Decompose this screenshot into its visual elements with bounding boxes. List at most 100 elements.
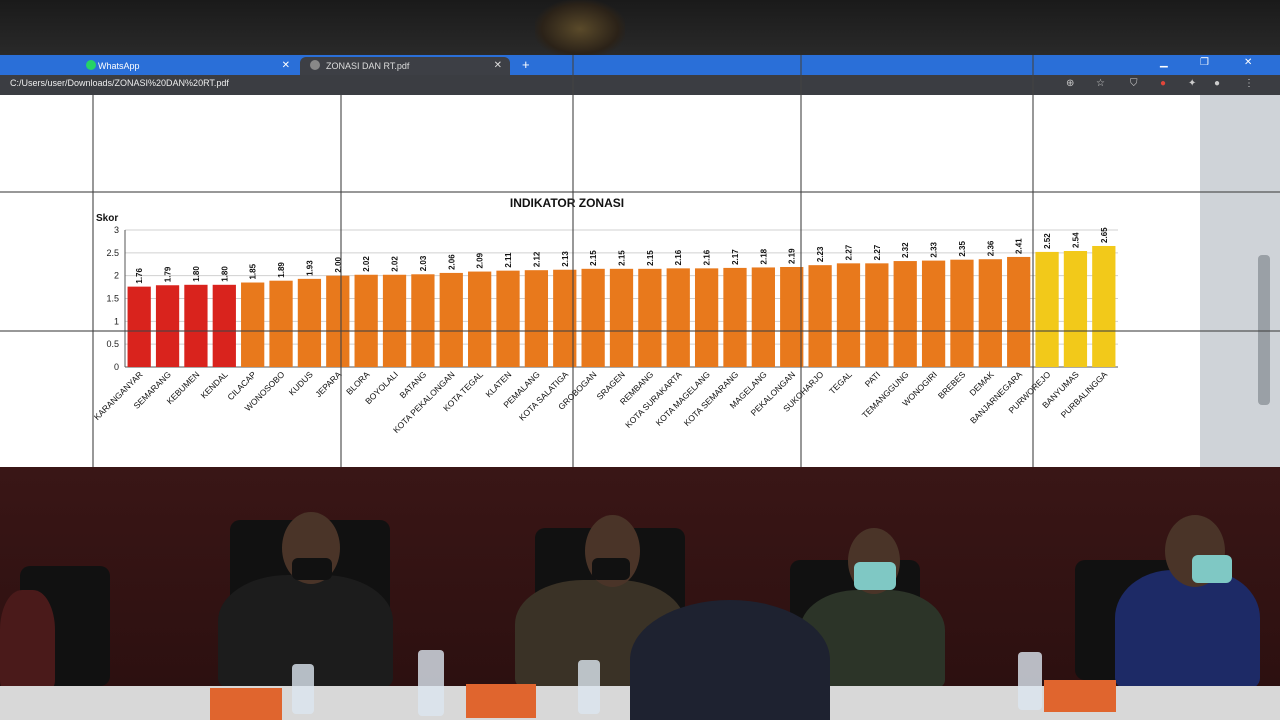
bar-chart: INDIKATOR ZONASI Skor 0 0.5 1 1.5 2 2.5 3 1.76 KAR… [92,196,1118,435]
data-label: 2.32 [901,242,910,258]
data-label: 2.00 [334,257,343,273]
data-label: 1.93 [305,260,314,276]
close-icon[interactable]: ✕ [493,60,502,71]
data-label: 2.02 [391,256,400,272]
x-tick-label: TEGAL [827,369,854,396]
extension-icon[interactable]: ● [1160,78,1167,89]
bar [411,274,435,367]
data-label: 2.52 [1043,233,1052,249]
data-label: 1.89 [277,262,286,278]
bar [1035,251,1059,367]
data-label: 2.15 [618,250,627,266]
water-glass [578,660,600,714]
panel-seam [92,95,94,467]
x-tick-label: KARANGANYAR [92,369,145,422]
bar [155,285,180,367]
whatsapp-tab-label: WhatsApp [98,61,140,71]
x-tick-label: KUDUS [287,369,315,397]
bar [808,265,832,367]
panel-seam [0,191,1280,193]
bar [1063,251,1088,367]
x-tick-label: PATI [863,369,883,389]
url-field[interactable]: C:/Users/user/Downloads/ZONASI%20DAN%20R… [10,78,229,88]
menu-icon[interactable]: ⋮ [1244,78,1254,89]
bar [241,282,265,367]
data-label: 2.11 [504,252,513,268]
bar [921,260,946,367]
data-label: 1.79 [164,266,173,282]
data-label: 2.27 [873,244,882,260]
bar [751,267,775,367]
person [0,590,55,690]
video-wall-screen: WhatsApp ✕ ZONASI DAN RT.pdf ✕ + ▁ ❐ ✕ C… [0,55,1280,467]
data-label: 2.17 [731,249,740,265]
bar [553,269,577,367]
bar [184,284,208,367]
puzzle-icon[interactable]: ✦ [1188,78,1197,89]
address-bar: C:/Users/user/Downloads/ZONASI%20DAN%20R… [0,75,1280,95]
zoom-icon[interactable]: ⊕ [1066,78,1075,89]
bar [297,278,322,367]
new-tab-button[interactable]: + [522,57,530,72]
face-mask [592,558,630,580]
y-tick-label: 3 [114,225,119,235]
bar [326,275,350,367]
face-mask [292,558,332,580]
minimize-icon[interactable]: ▁ [1160,57,1168,68]
bar [269,280,293,367]
data-label: 2.06 [447,254,456,270]
water-glass [1018,652,1042,710]
bar [978,259,1002,367]
water-glass [292,664,314,714]
data-label: 2.13 [561,251,570,267]
y-tick-label: 1 [114,316,119,326]
data-label: 1.85 [249,263,258,279]
data-label: 2.09 [476,252,485,268]
tab-whatsapp[interactable]: WhatsApp ✕ [58,57,298,75]
star-icon[interactable]: ☆ [1096,78,1105,89]
tissue-box [466,684,536,718]
close-icon[interactable]: ✕ [281,60,290,71]
data-label: 1.80 [192,266,201,282]
bar [694,268,719,367]
tab-pdf[interactable]: ZONASI DAN RT.pdf ✕ [300,57,510,75]
bar [609,268,634,367]
bar [382,274,407,367]
bar [581,268,605,367]
data-label: 2.19 [788,248,797,264]
whatsapp-icon [86,60,96,70]
y-tick-label: 2 [114,271,119,281]
y-axis-label: Skor [96,213,118,224]
panel-seam [572,55,574,467]
data-label: 1.80 [220,266,229,282]
tissue-box [210,688,282,720]
bar [780,266,804,367]
x-tick-label: JEPARA [313,369,343,399]
y-tick-label: 2.5 [106,248,119,258]
bar [439,272,463,367]
face-mask [854,562,896,590]
data-label: 2.18 [759,248,768,264]
bar [468,271,492,367]
panel-seam [340,95,342,467]
panel-seam [1032,55,1034,467]
bar [950,259,974,367]
bar [836,263,861,367]
data-label: 2.16 [674,249,683,265]
person [1115,570,1260,690]
data-label: 2.15 [589,250,598,266]
close-window-icon[interactable]: ✕ [1244,57,1253,68]
maximize-icon[interactable]: ❐ [1200,57,1209,68]
foreground-person [630,600,830,720]
bar [638,268,662,367]
panel-seam [0,330,1280,332]
tissue-box [1044,680,1116,712]
x-tick-label: BANJARNEGARA [968,369,1024,425]
profile-icon[interactable]: ● [1214,78,1221,89]
data-label: 2.03 [419,255,428,271]
bar [1092,245,1116,367]
face-mask [1192,555,1232,583]
bar [212,284,236,367]
data-label: 2.35 [958,241,967,257]
shield-icon[interactable]: ⛉ [1130,78,1138,89]
